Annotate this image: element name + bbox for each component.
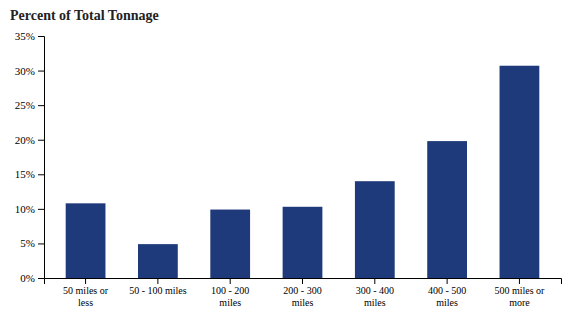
tick-label-line: miles	[364, 297, 386, 308]
tick-mark	[38, 36, 44, 37]
tick-mark	[85, 278, 86, 284]
tick-mark	[38, 174, 44, 175]
tick: 25%	[15, 99, 44, 111]
tick: 5%	[20, 237, 44, 249]
tick-mark	[157, 278, 158, 284]
tick: 0%	[20, 272, 44, 284]
tick-label-line: 200 - 300	[283, 285, 321, 296]
tick-label-line: miles	[292, 297, 314, 308]
tick-label: 30%	[15, 65, 35, 77]
tick-mark	[38, 140, 44, 141]
bars	[66, 66, 540, 278]
tick-label-line: more	[509, 297, 530, 308]
tick-label-line: miles	[219, 297, 241, 308]
tick: 30%	[15, 65, 44, 77]
plot: 0%5%10%15%20%25%30%35%50 miles orless50 …	[15, 30, 562, 308]
tick-mark	[38, 105, 44, 106]
tick: 200 - 300miles	[283, 278, 321, 308]
tick-label: 300 - 400miles	[356, 285, 394, 308]
tick-mark	[519, 278, 520, 284]
tick-label: 200 - 300miles	[283, 285, 321, 308]
tick-mark	[38, 209, 44, 210]
tick: 50 - 100 miles	[129, 278, 187, 296]
tick-mark	[374, 278, 375, 284]
tick-mark	[302, 278, 303, 284]
tick-label-line: 50 - 100 miles	[129, 285, 187, 296]
tick-label: 500 miles ormore	[494, 285, 545, 308]
tick-label: 5%	[20, 237, 35, 249]
tick: 50 miles orless	[63, 278, 109, 308]
tick: 20%	[15, 134, 44, 146]
tick: 35%	[15, 30, 44, 42]
bar	[66, 203, 106, 278]
tick-label: 400 - 500miles	[428, 285, 466, 308]
bar	[210, 210, 250, 278]
tick-label: 35%	[15, 30, 35, 42]
tick: 15%	[15, 168, 44, 180]
tick: 400 - 500miles	[428, 278, 466, 308]
tick-label: 0%	[20, 272, 35, 284]
tick-label-line: 300 - 400	[356, 285, 394, 296]
tick: 10%	[15, 203, 44, 215]
tick-mark	[447, 278, 448, 284]
bar	[138, 244, 178, 278]
tick-label-line: 100 - 200	[211, 285, 249, 296]
tick-label: 10%	[15, 203, 35, 215]
tick: 100 - 200miles	[211, 278, 249, 308]
bar	[500, 66, 540, 278]
title: Percent of Total Tonnage	[10, 8, 159, 23]
tick-label: 50 - 100 miles	[129, 285, 187, 296]
tick-label: 20%	[15, 134, 35, 146]
tick-mark	[38, 243, 44, 244]
tick-label-line: less	[78, 297, 93, 308]
tick-label: 25%	[15, 99, 35, 111]
tick-mark	[38, 278, 44, 279]
tick-label: 15%	[15, 168, 35, 180]
bar	[355, 181, 395, 278]
chart: Percent of Total Tonnage 0% 5% 10% 15% 20% 25%…	[0, 0, 575, 318]
tick-mark	[38, 71, 44, 72]
tick-mark	[230, 278, 231, 284]
tick-label-line: 400 - 500	[428, 285, 466, 296]
tick: 500 miles ormore	[494, 278, 545, 308]
bar	[427, 141, 467, 278]
tick-label-line: 50 miles or	[63, 285, 109, 296]
tick-label: 50 miles orless	[63, 285, 109, 308]
x-axis: 50 miles orless50 - 100 miles100 - 200mi…	[45, 278, 562, 308]
tick-label-line: 500 miles or	[494, 285, 545, 296]
tick-label-line: miles	[436, 297, 458, 308]
axis-line	[45, 279, 562, 285]
y-axis: 0% 5% 10% 15% 20% 25% 30% 35%	[15, 30, 45, 284]
tick: 300 - 400miles	[356, 278, 394, 308]
axis-line	[38, 37, 45, 279]
bar	[283, 207, 323, 278]
tick-label: 100 - 200miles	[211, 285, 249, 308]
